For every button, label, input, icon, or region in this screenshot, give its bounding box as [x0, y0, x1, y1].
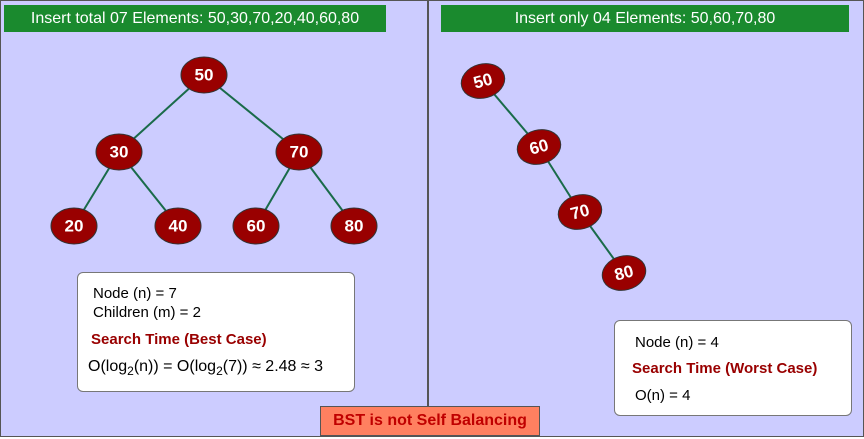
- node-count-label: Node (n) = 4: [635, 334, 719, 351]
- node-label: 80: [612, 261, 635, 284]
- search-time-heading: Search Time (Worst Case): [632, 360, 818, 377]
- right-panel: Insert only 04 Elements: 50,60,70,80 50 …: [428, 0, 864, 437]
- tree-node: 40: [154, 207, 202, 245]
- tree-node: 50: [460, 63, 506, 99]
- left-panel-header: Insert total 07 Elements: 50,30,70,20,40…: [4, 5, 386, 32]
- tree-node: 60: [232, 207, 280, 245]
- node-label: 70: [290, 143, 309, 162]
- complexity-formula: O(n) = 4: [635, 387, 691, 404]
- skewed-bst-diagram: 50 60 70 80: [460, 63, 647, 291]
- balanced-bst-diagram: 50 30 70 20 40 60 80: [50, 56, 378, 245]
- node-label: 30: [110, 143, 129, 162]
- right-panel-header: Insert only 04 Elements: 50,60,70,80: [441, 5, 849, 32]
- tree-node: 50: [180, 56, 228, 94]
- best-case-info-box: Node (n) = 7 Children (m) = 2 Search Tim…: [77, 272, 355, 392]
- node-label: 40: [169, 217, 188, 236]
- node-label: 70: [568, 200, 591, 223]
- tree-node: 80: [330, 207, 378, 245]
- tree-node: 60: [516, 129, 562, 165]
- left-panel: Insert total 07 Elements: 50,30,70,20,40…: [0, 0, 428, 437]
- complexity-formula: O(log2(n)) = O(log2(7)) ≈ 2.48 ≈ 3: [88, 358, 324, 379]
- node-label: 60: [247, 217, 266, 236]
- tree-node: 70: [275, 133, 323, 171]
- footer-badge: BST is not Self Balancing: [320, 406, 540, 436]
- node-label: 20: [65, 217, 84, 236]
- worst-case-info-box: Node (n) = 4 Search Time (Worst Case) O(…: [614, 320, 852, 416]
- node-label: 50: [471, 69, 494, 92]
- node-label: 80: [345, 217, 364, 236]
- search-time-heading: Search Time (Best Case): [91, 331, 267, 348]
- tree-node: 20: [50, 207, 98, 245]
- tree-node: 70: [557, 194, 603, 230]
- tree-node: 80: [601, 255, 647, 291]
- children-count-label: Children (m) = 2: [93, 304, 201, 321]
- node-count-label: Node (n) = 7: [93, 285, 177, 302]
- node-label: 50: [195, 66, 214, 85]
- tree-node: 30: [95, 133, 143, 171]
- node-label: 60: [527, 135, 550, 158]
